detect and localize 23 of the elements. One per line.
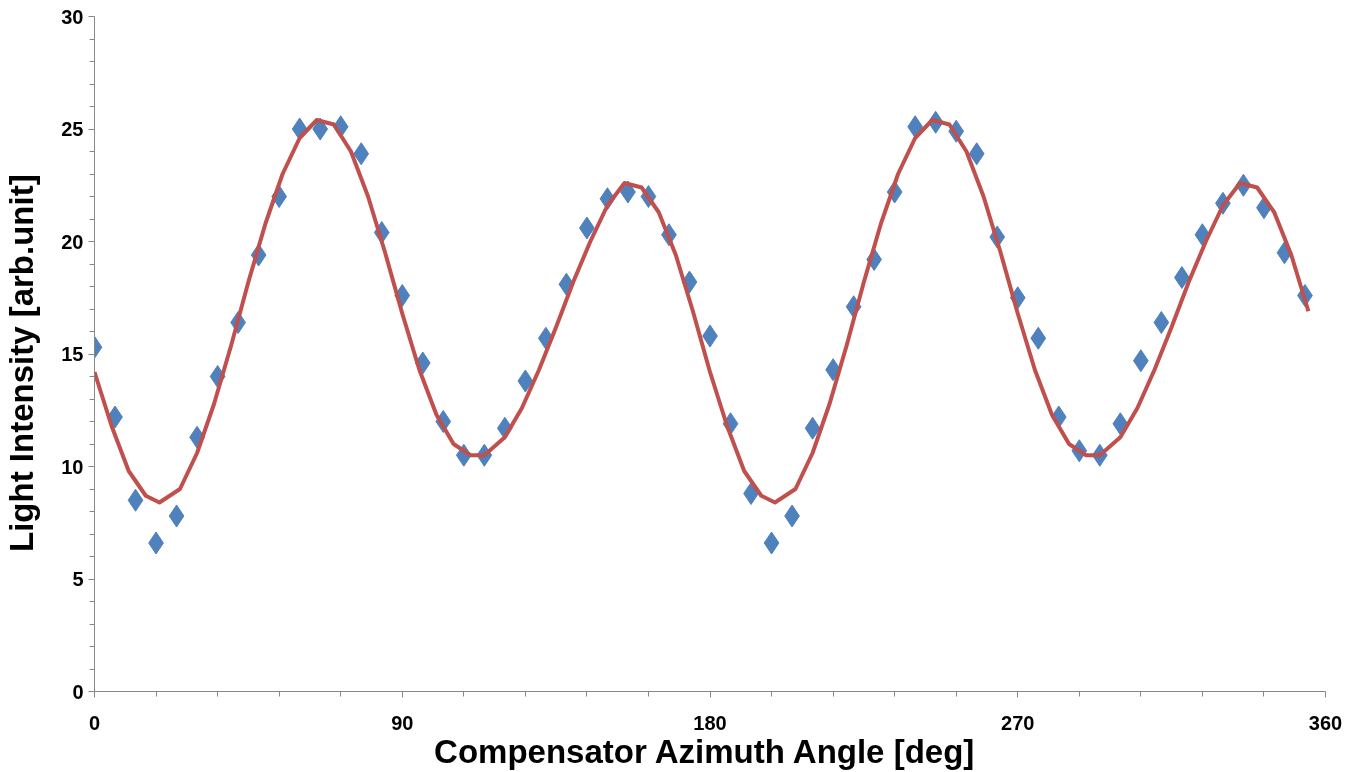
point xyxy=(1030,326,1047,350)
x-tick-label: 0 xyxy=(88,711,101,734)
x-tick-label: 180 xyxy=(693,711,727,734)
y-tick-label: 15 xyxy=(61,343,84,365)
point xyxy=(968,142,985,166)
y-tick-label: 20 xyxy=(61,230,84,253)
y-tick-label: 25 xyxy=(61,118,84,140)
point xyxy=(1153,311,1170,334)
point xyxy=(168,504,185,528)
x-tick-label: 360 xyxy=(1308,711,1343,734)
y-tick-label: 5 xyxy=(72,568,84,590)
x-tick-label: 270 xyxy=(1001,711,1035,734)
x-axis-title: Compensator Azimuth Angle [deg] xyxy=(434,732,975,770)
point xyxy=(353,142,370,166)
point xyxy=(804,416,821,440)
y-tick-label: 10 xyxy=(61,455,84,478)
point xyxy=(127,488,144,512)
point xyxy=(517,369,534,393)
point xyxy=(763,531,780,555)
x-tick-label: 90 xyxy=(391,711,414,734)
y-tick-label: 30 xyxy=(61,5,84,28)
y-tick-label: 0 xyxy=(72,680,84,703)
y-axis-title: Light Intensity [arb.unit] xyxy=(3,174,41,552)
